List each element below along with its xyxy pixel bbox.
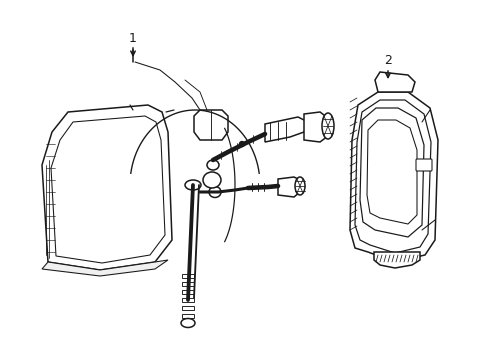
Polygon shape xyxy=(373,252,419,268)
FancyBboxPatch shape xyxy=(415,159,431,171)
Text: 2: 2 xyxy=(383,54,391,67)
Polygon shape xyxy=(366,120,416,224)
Polygon shape xyxy=(182,282,194,286)
Ellipse shape xyxy=(294,177,305,195)
Ellipse shape xyxy=(184,180,201,190)
Polygon shape xyxy=(374,72,414,92)
Polygon shape xyxy=(349,92,437,262)
Polygon shape xyxy=(182,314,194,318)
Ellipse shape xyxy=(206,160,219,170)
Circle shape xyxy=(239,141,244,147)
Polygon shape xyxy=(182,306,194,310)
Ellipse shape xyxy=(203,172,221,188)
Polygon shape xyxy=(182,298,194,302)
Ellipse shape xyxy=(321,113,333,139)
Polygon shape xyxy=(42,105,172,270)
Polygon shape xyxy=(278,177,299,197)
Polygon shape xyxy=(182,290,194,294)
Ellipse shape xyxy=(208,186,221,198)
Polygon shape xyxy=(182,274,194,278)
Polygon shape xyxy=(264,117,307,142)
Text: 1: 1 xyxy=(129,31,137,45)
Polygon shape xyxy=(359,108,423,237)
Polygon shape xyxy=(42,260,168,276)
Polygon shape xyxy=(304,112,327,142)
Ellipse shape xyxy=(181,319,195,328)
Polygon shape xyxy=(194,110,227,140)
